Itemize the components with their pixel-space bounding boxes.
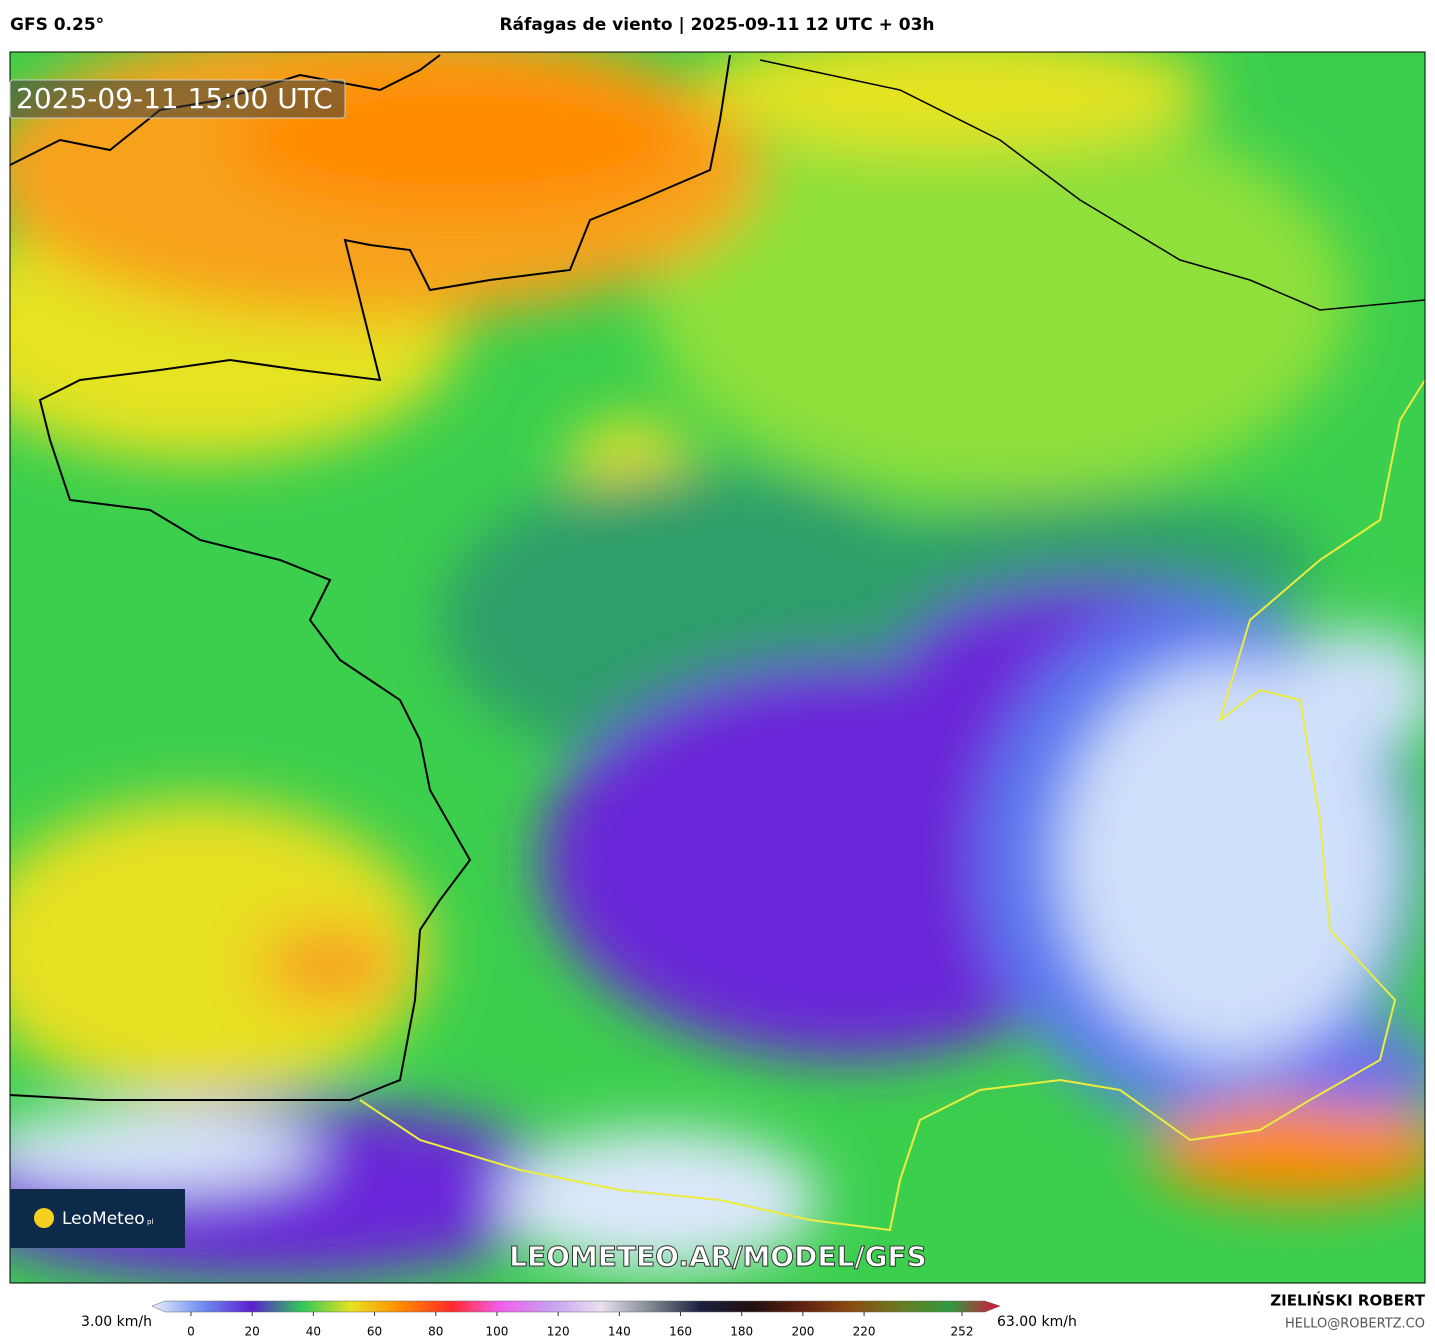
colorbar-tick-label: 80	[428, 1325, 443, 1339]
timestamp: 2025-09-11 15:00 UTC	[16, 82, 333, 115]
colorbar-min-label: 3.00 km/h	[81, 1314, 152, 1330]
map-title: Ráfagas de viento | 2025-09-11 12 UTC + …	[499, 15, 934, 35]
logo-text: LeoMeteo	[62, 1209, 145, 1229]
map-frame	[9, 51, 1426, 1284]
contact: HELLO@ROBERTZ.CO	[1285, 1317, 1425, 1332]
author: ZIELIŃSKI ROBERT	[1270, 1291, 1425, 1310]
watermark: LEOMETEO.AR/MODEL/GFS	[509, 1240, 927, 1273]
colorbar-tick-label: 160	[669, 1325, 692, 1339]
logo-sun	[34, 1208, 54, 1228]
colorbar-tick-label: 120	[547, 1325, 570, 1339]
colorbar-tick-label: 0	[187, 1325, 195, 1339]
colorbar-tick-label: 252	[951, 1325, 974, 1339]
wind-field	[10, 52, 1425, 1283]
model-label: GFS 0.25°	[10, 15, 104, 35]
colorbar-tick-label: 40	[306, 1325, 321, 1339]
colorbar-tick-label: 20	[245, 1325, 260, 1339]
colorbar-tick-label: 220	[853, 1325, 876, 1339]
colorbar-tick-label: 140	[608, 1325, 631, 1339]
colorbar-tick-label: 180	[730, 1325, 753, 1339]
colorbar-max-label: 63.00 km/h	[997, 1314, 1077, 1330]
logo-suffix: pl	[147, 1218, 153, 1226]
colorbar-tick-label: 100	[485, 1325, 508, 1339]
colorbar-ramp	[151, 1300, 1001, 1313]
timestamp-box	[9, 79, 346, 119]
colorbar-tick-label: 200	[791, 1325, 814, 1339]
colorbar: 0 20 40 60 80 100 120 140 160 180 200 220 252	[151, 1300, 1001, 1339]
colorbar-tick-label: 60	[367, 1325, 382, 1339]
